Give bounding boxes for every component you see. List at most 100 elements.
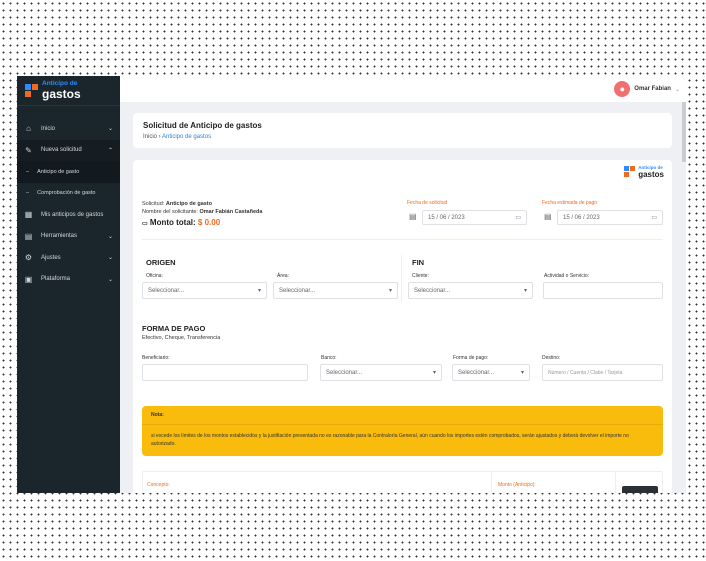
fecha-solicitud-input[interactable]: 15 / 06 / 2023 ▭ xyxy=(422,210,527,225)
logo-line2: gastos xyxy=(638,169,664,179)
breadcrumb-inicio[interactable]: Inicio xyxy=(143,134,158,140)
actividad-input[interactable] xyxy=(543,282,663,299)
monto-label: Monto total: xyxy=(149,217,196,227)
concepto-label: Concepto: xyxy=(147,482,170,488)
page-title: Solicitud de Anticipo de gastos xyxy=(143,121,262,130)
monto-anticipo-label: Monto (Anticipo): xyxy=(498,482,536,488)
cliente-label: Cliente: xyxy=(412,273,429,279)
chevron-down-icon: ⌄ xyxy=(107,255,113,262)
sidebar-subitem-comprobacion[interactable]: – Comprobación de gasto xyxy=(17,183,120,205)
destino-label: Destino: xyxy=(542,355,561,361)
forma-pago-label: Forma de pago: xyxy=(453,355,489,361)
edit-icon: ✎ xyxy=(25,145,32,155)
forma-pago-heading: FORMA DE PAGO xyxy=(142,324,206,333)
sidebar-item-label: Ajustes xyxy=(41,254,61,261)
beneficiario-input[interactable] xyxy=(142,364,308,381)
fecha-solicitud-value: 15 / 06 / 2023 xyxy=(428,214,465,221)
form-card: Anticipo de gastos Solicitud: Anticipo de… xyxy=(133,160,672,493)
calendar-icon: ▤ xyxy=(544,212,552,221)
divider xyxy=(491,471,492,493)
calendar-icon: ▭ xyxy=(515,215,521,221)
logo-line1: Anticipo de xyxy=(42,80,78,88)
sidebar-item-inicio[interactable]: ⌂ Inicio ⌄ xyxy=(17,118,120,140)
note-title: Nota: xyxy=(142,406,663,425)
sidebar-item-ajustes[interactable]: ⚙ Ajustes ⌄ xyxy=(17,247,120,269)
sidebar-item-label: Plataforma xyxy=(41,276,71,283)
destino-input[interactable]: Número / Cuenta / Clabe / Tarjeta xyxy=(542,364,663,381)
fecha-pago-label: Fecha estimada de pago xyxy=(542,200,598,206)
select-placeholder: Seleccionar... xyxy=(148,287,185,294)
brand-logo: Anticipo de gastos xyxy=(17,76,120,106)
money-icon: ▭ xyxy=(142,220,148,227)
cliente-select[interactable]: Seleccionar... ▾ xyxy=(408,282,533,299)
select-placeholder: Seleccionar... xyxy=(279,287,316,294)
note-alert: Nota: si excede los límites de los monto… xyxy=(142,406,663,456)
home-icon: ⌂ xyxy=(26,124,31,134)
area-label: Área: xyxy=(277,273,289,279)
select-placeholder: Seleccionar... xyxy=(458,369,495,376)
sidebar-item-label: Inicio xyxy=(41,125,56,132)
chevron-down-icon[interactable]: ⌄ xyxy=(674,86,680,93)
logo-line2: gastos xyxy=(42,86,81,101)
calendar-icon: ▤ xyxy=(409,212,417,221)
sidebar-subitem-anticipo[interactable]: – Anticipo de gasto xyxy=(17,161,120,183)
select-placeholder: Seleccionar... xyxy=(414,287,451,294)
breadcrumb-current[interactable]: Anticipo de gastos xyxy=(162,134,212,140)
solicitud-value: Anticipo de gasto xyxy=(165,201,212,207)
nombre-value: Omar Fabián Castañeda xyxy=(199,209,263,216)
divider xyxy=(142,239,663,240)
dash-icon: – xyxy=(26,168,30,175)
solicitud-label: Solicitud: xyxy=(142,201,165,207)
divider xyxy=(401,255,402,303)
nombre-label: Nombre del solicitante: xyxy=(142,209,198,216)
toolbox-icon: ▤ xyxy=(24,231,33,241)
caret-icon: ▾ xyxy=(523,288,527,294)
beneficiario-label: Beneficiario: xyxy=(142,355,170,361)
caret-icon: ▾ xyxy=(432,370,436,376)
caret-icon: ▾ xyxy=(257,288,261,294)
app-window: Anticipo de gastos ⌂ Inicio ⌄ ✎ Nueva solici… xyxy=(17,76,686,493)
top-bar: ● Omar Fabian ⌄ xyxy=(120,76,686,102)
note-text: si excede los límites de los montos esta… xyxy=(151,433,629,447)
logo-line1: Anticipo de xyxy=(638,165,663,170)
actividad-label: Actividad o Servicio: xyxy=(544,273,590,279)
sidebar-item-mis-anticipos[interactable]: ▦ Mis anticipos de gastos xyxy=(17,204,120,226)
divider xyxy=(615,471,616,493)
add-concept-button[interactable] xyxy=(622,486,658,493)
fin-heading: FIN xyxy=(412,258,425,267)
sidebar-item-herramientas[interactable]: ▤ Herramientas ⌄ xyxy=(17,226,120,248)
sidebar-item-label: Anticipo de gasto xyxy=(37,168,80,175)
request-summary: Solicitud: Anticipo de gasto Nombre del … xyxy=(142,200,262,229)
chevron-down-icon: ⌄ xyxy=(107,233,113,240)
fecha-solicitud-label: Fecha de solicitud xyxy=(407,200,448,206)
forma-pago-select[interactable]: Seleccionar... ▾ xyxy=(452,364,530,381)
chevron-up-icon: ⌃ xyxy=(107,147,113,154)
fecha-pago-input[interactable]: 15 / 06 / 2023 ▭ xyxy=(557,210,663,225)
caret-icon: ▾ xyxy=(520,370,524,376)
window-icon: ▣ xyxy=(24,274,33,284)
concepts-table xyxy=(142,471,663,493)
fecha-pago-value: 15 / 06 / 2023 xyxy=(563,214,600,221)
dash-icon: – xyxy=(26,190,30,197)
area-select[interactable]: Seleccionar... ▾ xyxy=(273,282,398,299)
user-name[interactable]: Omar Fabian xyxy=(634,86,671,92)
banco-select[interactable]: Seleccionar... ▾ xyxy=(320,364,442,381)
gear-icon: ⚙ xyxy=(24,253,33,263)
monto-value: $ 0.00 xyxy=(197,217,221,227)
forma-pago-subtitle: Efectivo, Cheque, Transferencia xyxy=(142,335,221,341)
select-placeholder: Seleccionar... xyxy=(326,369,363,376)
sidebar: Anticipo de gastos ⌂ Inicio ⌄ ✎ Nueva solici… xyxy=(17,76,120,493)
chevron-down-icon: ⌄ xyxy=(107,276,113,283)
oficina-select[interactable]: Seleccionar... ▾ xyxy=(142,282,267,299)
oficina-label: Oficina: xyxy=(146,273,163,279)
sidebar-item-label: Comprobación de gasto xyxy=(37,190,96,197)
destino-placeholder: Número / Cuenta / Clabe / Tarjeta xyxy=(548,369,623,376)
avatar[interactable]: ● xyxy=(614,81,631,97)
brand-logo-small: Anticipo de gastos xyxy=(624,165,664,179)
banco-label: Banco: xyxy=(321,355,337,361)
calendar-icon: ▭ xyxy=(651,215,657,221)
sidebar-item-plataforma[interactable]: ▣ Plataforma ⌄ xyxy=(17,269,120,291)
sidebar-item-nueva-solicitud[interactable]: ✎ Nueva solicitud ⌃ xyxy=(17,139,120,161)
chevron-down-icon: ⌄ xyxy=(107,126,113,133)
scrollbar[interactable] xyxy=(682,102,686,162)
